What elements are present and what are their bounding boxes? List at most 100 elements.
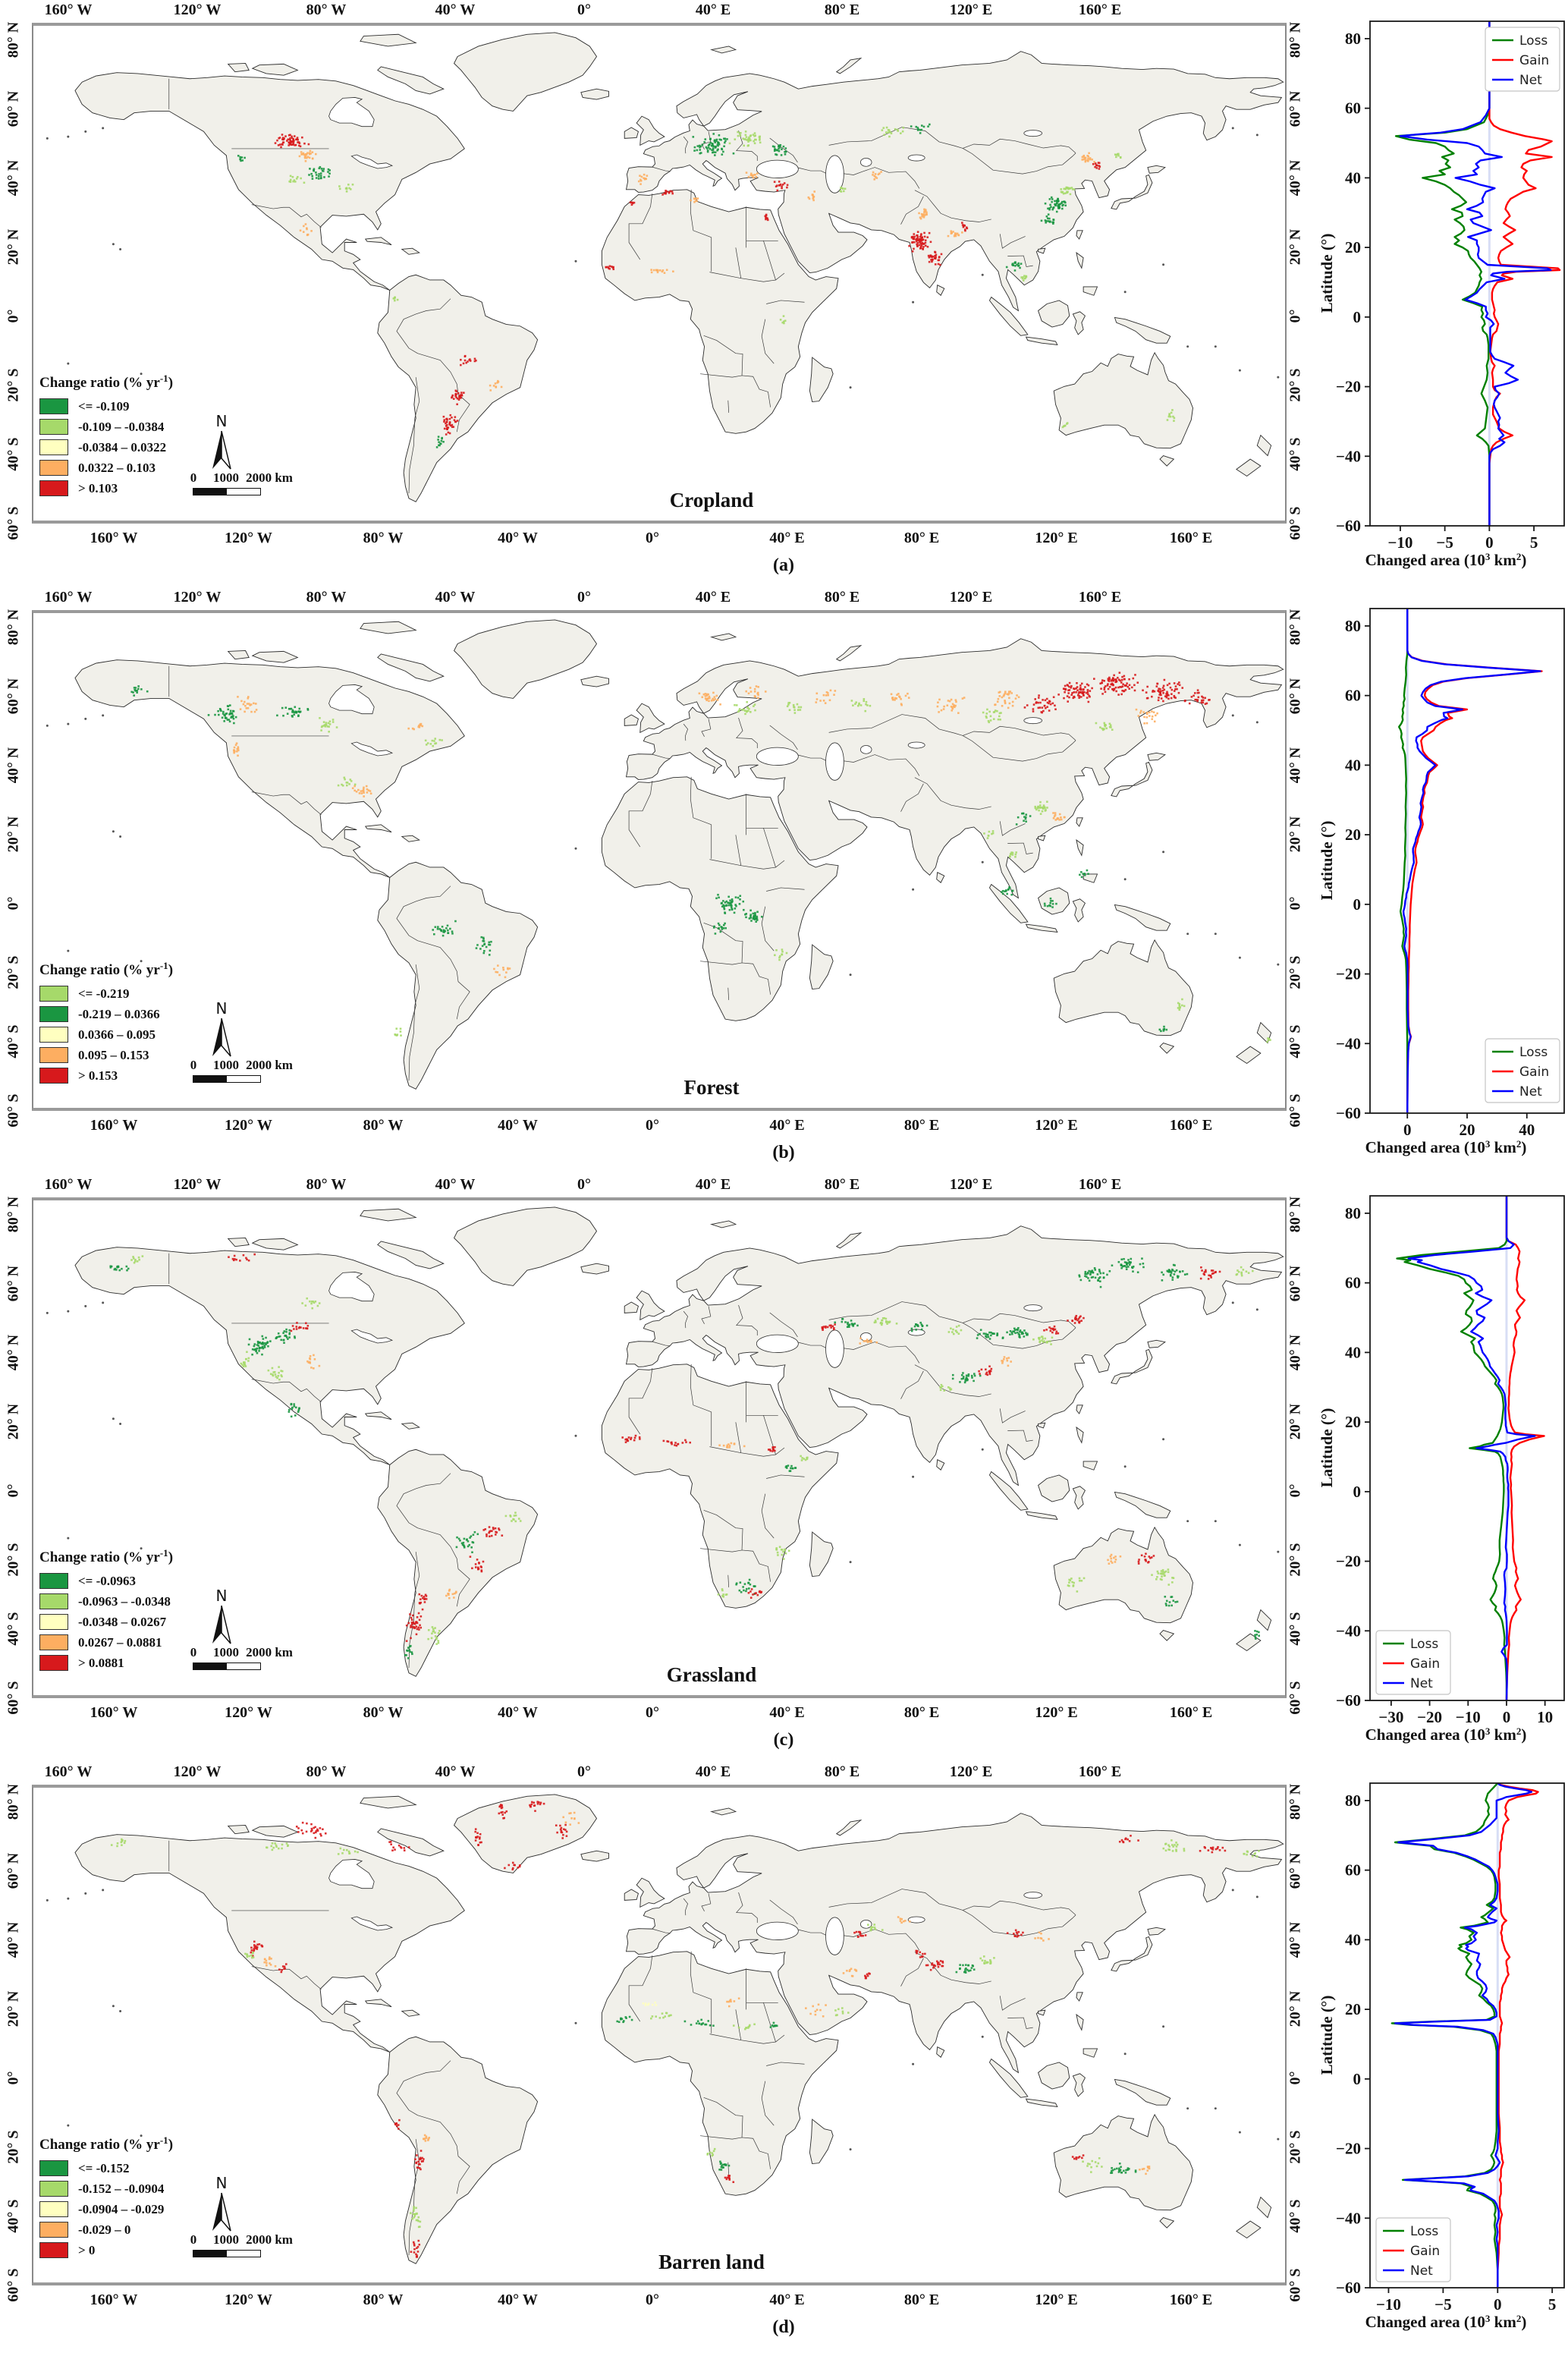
chart-legend-label: Net [1410, 2263, 1433, 2279]
north-arrow-left [212, 1606, 222, 1644]
change-pixel [414, 2158, 416, 2160]
map-lon-label-bottom: 120° E [1035, 1117, 1078, 1134]
change-pixel [1142, 1262, 1145, 1265]
change-pixel [1116, 2167, 1118, 2170]
change-pixel [929, 254, 932, 256]
change-pixel [1159, 687, 1161, 690]
change-pixel [1208, 699, 1211, 701]
change-pixel [705, 698, 708, 700]
lake [756, 747, 799, 766]
change-pixel [644, 2004, 647, 2006]
change-pixel [1082, 688, 1085, 691]
change-pixel [665, 191, 668, 193]
change-pixel [227, 708, 230, 711]
change-pixel [856, 1324, 859, 1327]
change-pixel [921, 1955, 924, 1958]
change-pixel [1003, 694, 1005, 696]
change-pixel [1177, 691, 1180, 694]
change-pixels-layer [110, 1801, 1260, 2258]
change-pixel [753, 914, 756, 917]
change-pixel [913, 247, 915, 250]
change-pixel [454, 420, 457, 423]
change-pixel [448, 1596, 451, 1600]
change-pixel [1046, 904, 1049, 908]
change-pixel [919, 235, 922, 238]
change-pixel [1089, 690, 1092, 692]
change-pixel [924, 214, 926, 216]
change-pixel [471, 1541, 474, 1543]
change-pixel [109, 1265, 112, 1268]
country-border [963, 1313, 1076, 1328]
change-pixel [489, 1530, 492, 1532]
change-pixel [1008, 886, 1010, 889]
change-pixel [1145, 691, 1148, 694]
change-pixel [916, 127, 919, 129]
change-pixel [482, 939, 484, 942]
country-border [700, 2135, 771, 2169]
y-tick-label: −60 [1336, 517, 1361, 535]
change-pixel [1082, 691, 1084, 694]
change-pixel [306, 152, 309, 154]
change-pixel [116, 1845, 118, 1848]
map-legend: Change ratio (% yr-1) <= -0.152 -0.152 – -… [39, 2134, 173, 2260]
change-pixel [448, 432, 451, 435]
map-lat-label-left: 0° [5, 1483, 22, 1498]
change-pixel [985, 716, 988, 719]
change-pixel [1078, 1579, 1081, 1582]
change-pixel [1120, 1258, 1123, 1261]
change-pixel [744, 713, 746, 716]
change-pixel [672, 270, 674, 273]
change-pixel [343, 776, 346, 779]
island-specks-layer [46, 714, 1280, 977]
change-pixel [410, 1616, 413, 1619]
change-pixel [712, 2024, 715, 2027]
change-pixel [1077, 1317, 1080, 1320]
change-pixel [954, 704, 957, 707]
change-pixel [1068, 1584, 1070, 1587]
country-border [408, 1552, 420, 1669]
series-line-gain [1406, 609, 1543, 1114]
change-pixel [941, 1960, 944, 1963]
change-pixel [1068, 689, 1071, 691]
change-pixel [237, 749, 240, 752]
change-pixel [855, 1969, 857, 1971]
change-pixel [306, 234, 309, 237]
country-border [628, 781, 653, 848]
change-pixel [1057, 206, 1061, 209]
change-pixel [784, 1548, 786, 1551]
change-pixel [650, 269, 652, 271]
landmass [636, 115, 665, 146]
change-pixel [721, 2163, 724, 2166]
change-pixel [1026, 704, 1029, 706]
change-pixel [1107, 687, 1110, 690]
island-speck [1186, 933, 1189, 936]
change-pixel [881, 1322, 884, 1325]
change-pixel [1052, 206, 1055, 209]
change-pixel [1093, 161, 1095, 163]
lake [1023, 130, 1043, 137]
change-pixel [127, 1267, 130, 1270]
change-pixel [419, 2156, 422, 2160]
change-pixel [504, 1867, 506, 1870]
change-pixel [960, 1377, 963, 1380]
north-arrow-left [212, 1018, 222, 1056]
change-pixel [939, 1389, 942, 1392]
change-pixel [612, 268, 615, 271]
change-pixel [939, 1960, 942, 1962]
island-speck [67, 1537, 70, 1540]
change-pixel [278, 137, 281, 139]
change-pixel [291, 143, 294, 146]
change-pixel [885, 1317, 888, 1320]
change-pixel [253, 1946, 256, 1949]
change-pixel [1054, 813, 1057, 816]
change-pixel [749, 687, 752, 689]
change-pixel [734, 908, 737, 910]
map-lat-label-left: 20° N [5, 1403, 22, 1440]
x-tick-label: −10 [1376, 2295, 1401, 2314]
change-pixel [513, 1518, 515, 1521]
change-pixel [1046, 801, 1048, 803]
change-pixel [488, 1531, 490, 1534]
change-pixel [367, 789, 370, 791]
change-pixel [923, 210, 925, 213]
change-pixel [834, 2009, 837, 2012]
